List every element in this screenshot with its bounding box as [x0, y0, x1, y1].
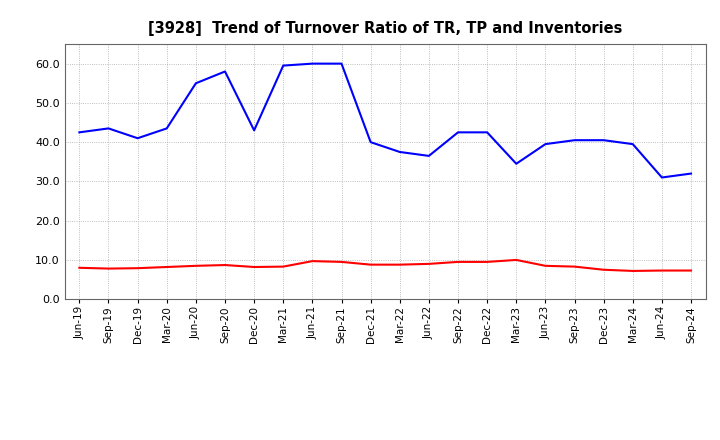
Trade Receivables: [133, 266, 142, 271]
Trade Receivables: [425, 261, 433, 267]
Trade Receivables: [279, 264, 287, 269]
Trade Receivables: [337, 259, 346, 264]
Trade Receivables: [570, 264, 579, 269]
Trade Receivables: [192, 263, 200, 268]
Trade Payables: [599, 138, 608, 143]
Trade Payables: [541, 142, 550, 147]
Trade Payables: [192, 81, 200, 86]
Trade Receivables: [657, 268, 666, 273]
Trade Payables: [512, 161, 521, 166]
Trade Receivables: [629, 268, 637, 274]
Trade Payables: [220, 69, 229, 74]
Trade Payables: [366, 139, 375, 145]
Trade Payables: [687, 171, 696, 176]
Trade Payables: [454, 130, 462, 135]
Trade Receivables: [104, 266, 113, 271]
Trade Payables: [75, 130, 84, 135]
Line: Trade Receivables: Trade Receivables: [79, 260, 691, 271]
Trade Receivables: [163, 264, 171, 270]
Line: Trade Payables: Trade Payables: [79, 64, 691, 177]
Trade Payables: [104, 126, 113, 131]
Trade Receivables: [599, 267, 608, 272]
Trade Receivables: [75, 265, 84, 271]
Trade Receivables: [483, 259, 492, 264]
Title: [3928]  Trend of Turnover Ratio of TR, TP and Inventories: [3928] Trend of Turnover Ratio of TR, TP…: [148, 21, 622, 36]
Trade Payables: [308, 61, 317, 66]
Trade Receivables: [687, 268, 696, 273]
Trade Receivables: [454, 259, 462, 264]
Trade Payables: [163, 126, 171, 131]
Trade Receivables: [250, 264, 258, 270]
Trade Payables: [337, 61, 346, 66]
Trade Payables: [133, 136, 142, 141]
Trade Payables: [425, 153, 433, 158]
Trade Payables: [250, 128, 258, 133]
Trade Receivables: [512, 257, 521, 263]
Trade Receivables: [366, 262, 375, 267]
Trade Receivables: [395, 262, 404, 267]
Trade Payables: [483, 130, 492, 135]
Trade Payables: [629, 142, 637, 147]
Trade Receivables: [220, 262, 229, 268]
Trade Payables: [570, 138, 579, 143]
Trade Receivables: [308, 258, 317, 264]
Trade Payables: [279, 63, 287, 68]
Trade Payables: [657, 175, 666, 180]
Trade Receivables: [541, 263, 550, 268]
Trade Payables: [395, 149, 404, 154]
